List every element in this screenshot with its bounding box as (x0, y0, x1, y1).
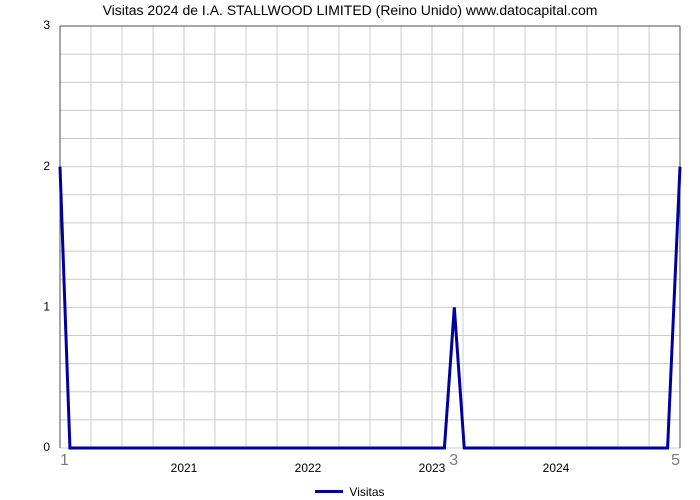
svg-text:3: 3 (43, 18, 50, 32)
legend-label: Visitas (349, 485, 384, 499)
svg-text:2021: 2021 (171, 461, 198, 475)
svg-text:1: 1 (60, 452, 69, 469)
svg-text:0: 0 (43, 440, 50, 454)
legend-item: Visitas (315, 485, 384, 499)
svg-text:2023: 2023 (419, 461, 446, 475)
legend-swatch (315, 490, 343, 493)
chart-title: Visitas 2024 de I.A. STALLWOOD LIMITED (… (0, 2, 700, 18)
svg-text:3: 3 (449, 452, 458, 469)
svg-text:1: 1 (43, 300, 50, 314)
visits-line-chart: 01232021202220232024135 (0, 0, 700, 500)
svg-text:2022: 2022 (295, 461, 322, 475)
svg-text:2024: 2024 (543, 461, 570, 475)
svg-text:5: 5 (671, 452, 680, 469)
legend: Visitas (0, 480, 700, 499)
svg-text:2: 2 (43, 159, 50, 173)
